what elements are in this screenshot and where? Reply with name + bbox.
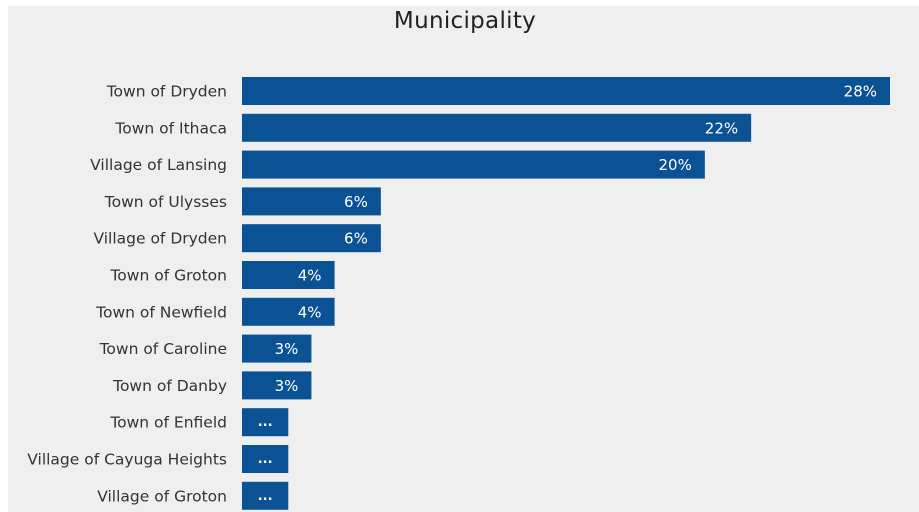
data-label: 28% (844, 83, 877, 101)
data-label: 20% (659, 156, 692, 174)
bar[interactable] (242, 334, 312, 363)
category-label: Village of Groton (97, 487, 227, 505)
category-label: Town of Newfield (95, 303, 227, 321)
data-label: 22% (705, 119, 738, 137)
data-label: 4% (298, 303, 322, 321)
data-label: 6% (344, 230, 368, 248)
bar[interactable] (242, 261, 335, 289)
bar[interactable] (242, 481, 289, 510)
bar[interactable] (242, 187, 381, 216)
data-label: ... (258, 452, 273, 467)
data-label: 3% (275, 377, 299, 395)
bar[interactable] (242, 113, 752, 142)
category-label: Village of Lansing (90, 156, 227, 174)
bar[interactable] (242, 371, 312, 400)
bar[interactable] (242, 445, 289, 473)
category-label: Village of Cayuga Heights (27, 451, 227, 469)
category-label: Town of Caroline (99, 340, 227, 358)
data-label: 3% (275, 340, 299, 358)
bar[interactable] (242, 77, 890, 105)
category-label: Town of Danby (112, 377, 227, 395)
category-label: Town of Dryden (106, 83, 227, 101)
category-label: Village of Dryden (93, 230, 227, 248)
category-label: Town of Enfield (109, 414, 227, 432)
category-label: Town of Ithaca (114, 119, 227, 137)
data-label: 4% (298, 267, 322, 285)
bar[interactable] (242, 150, 705, 179)
bar[interactable] (242, 408, 289, 437)
bar[interactable] (242, 297, 335, 326)
chart-title: Municipality (393, 8, 537, 34)
data-label: ... (258, 415, 273, 430)
bar[interactable] (242, 224, 381, 253)
data-label: ... (258, 489, 273, 504)
category-label: Town of Ulysses (104, 193, 227, 211)
category-label: Town of Groton (109, 267, 227, 285)
data-label: 6% (344, 193, 368, 211)
